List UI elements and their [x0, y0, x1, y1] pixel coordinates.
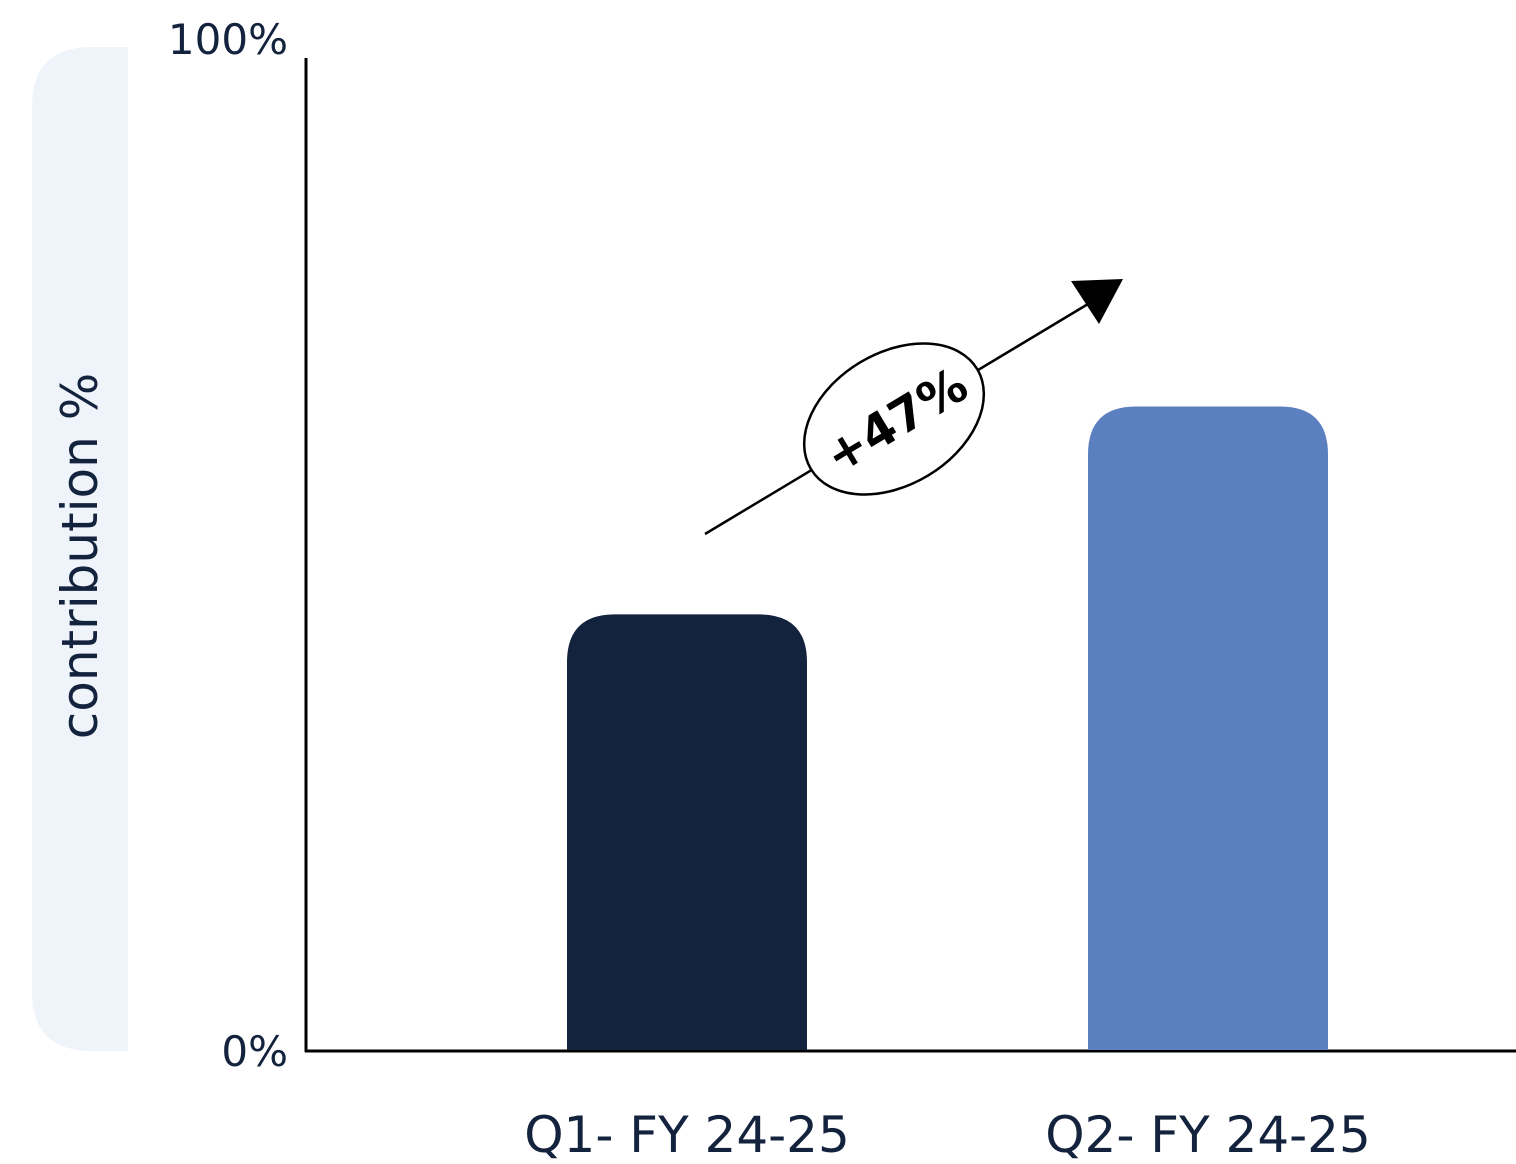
growth-arrowhead [1071, 279, 1123, 324]
bar-1 [567, 614, 807, 1050]
growth-ellipse [802, 342, 986, 496]
y-tick-label-min: 0% [221, 1027, 288, 1076]
x-tick-label-q1: Q1- FY 24-25 [524, 1106, 850, 1164]
growth-annotation: +47% [704, 279, 1123, 536]
bar-2 [1088, 406, 1328, 1050]
y-axis-label: contribution % [51, 373, 109, 739]
bars-group [567, 406, 1328, 1050]
y-tick-label-max: 100% [168, 15, 288, 64]
ylabel-band [32, 47, 128, 1051]
x-tick-label-q2: Q2- FY 24-25 [1045, 1106, 1371, 1164]
